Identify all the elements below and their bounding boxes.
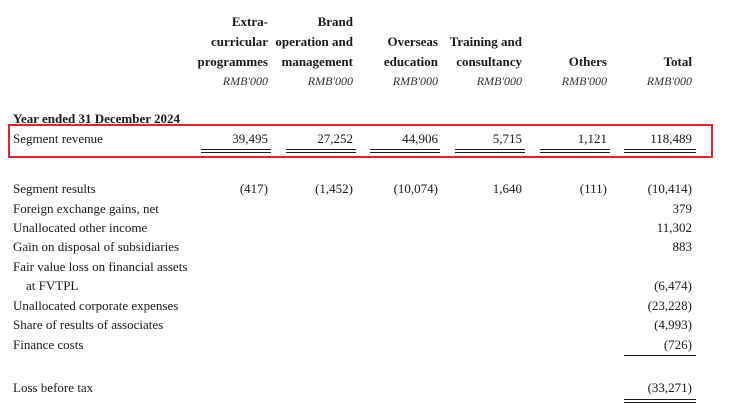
row-value: 883 bbox=[672, 239, 693, 254]
col-header-overseas-line2: Overseas bbox=[387, 34, 438, 49]
row-value: 11,302 bbox=[656, 220, 692, 235]
row-label: Fair value loss on financial assets bbox=[13, 259, 188, 274]
col-header-others: Others bbox=[568, 54, 607, 69]
col-header-extra-line2: curricular bbox=[210, 34, 268, 49]
section-title: Year ended 31 December 2024 bbox=[13, 111, 181, 126]
col-header-overseas-line3: education bbox=[383, 54, 438, 69]
row-label: Unallocated corporate expenses bbox=[13, 298, 179, 313]
col-unit-brand: RMB'000 bbox=[307, 74, 353, 88]
loss-before-tax-value: (33,271) bbox=[647, 380, 692, 395]
row-value: (10,414) bbox=[647, 181, 692, 196]
total-double-rule-top bbox=[624, 399, 696, 400]
segment-revenue-value: 1,121 bbox=[577, 131, 607, 146]
row-value: 1,640 bbox=[492, 181, 522, 196]
row-value: (111) bbox=[579, 181, 607, 196]
col-unit-overseas: RMB'000 bbox=[392, 74, 438, 88]
loss-before-tax-label: Loss before tax bbox=[13, 380, 94, 395]
row-value: (23,228) bbox=[647, 298, 692, 313]
col-header-extra-line1: Extra- bbox=[231, 14, 268, 29]
col-header-brand-line3: management bbox=[281, 54, 354, 69]
col-header-brand-line2: operation and bbox=[275, 34, 353, 49]
col-header-training-line2: Training and bbox=[449, 34, 522, 49]
row-label: at FVTPL bbox=[26, 278, 79, 293]
segment-revenue-value: 44,906 bbox=[402, 131, 438, 146]
row-value: (10,074) bbox=[393, 181, 438, 196]
row-value: (4,993) bbox=[654, 317, 692, 332]
row-label: Finance costs bbox=[13, 337, 84, 352]
row-value: (417) bbox=[239, 181, 268, 196]
segment-revenue-value: 39,495 bbox=[232, 131, 268, 146]
segment-revenue-value: 118,489 bbox=[650, 131, 692, 146]
total-double-rule-bottom bbox=[624, 402, 696, 403]
col-header-total: Total bbox=[663, 54, 692, 69]
row-label: Segment results bbox=[13, 181, 96, 196]
col-header-brand-line1: Brand bbox=[317, 14, 353, 29]
row-value: 379 bbox=[672, 201, 693, 216]
col-header-extra-line3: programmes bbox=[197, 54, 268, 69]
segment-revenue-value: 5,715 bbox=[492, 131, 522, 146]
row-label: Gain on disposal of subsidiaries bbox=[13, 239, 180, 254]
col-unit-total: RMB'000 bbox=[646, 74, 692, 88]
col-unit-others: RMB'000 bbox=[561, 74, 607, 88]
row-label: Share of results of associates bbox=[13, 317, 164, 332]
row-value: (6,474) bbox=[654, 278, 692, 293]
col-unit-training: RMB'000 bbox=[476, 74, 522, 88]
col-unit-extra: RMB'000 bbox=[222, 74, 268, 88]
row-value: (1,452) bbox=[315, 181, 353, 196]
row-value: (726) bbox=[663, 337, 692, 352]
row-label: Unallocated other income bbox=[13, 220, 148, 235]
subtotal-rule bbox=[624, 355, 696, 356]
highlight-box bbox=[8, 124, 713, 158]
row-label: Foreign exchange gains, net bbox=[13, 201, 159, 216]
segment-revenue-label: Segment revenue bbox=[13, 131, 103, 146]
col-header-training-line3: consultancy bbox=[456, 54, 522, 69]
segment-revenue-value: 27,252 bbox=[317, 131, 353, 146]
